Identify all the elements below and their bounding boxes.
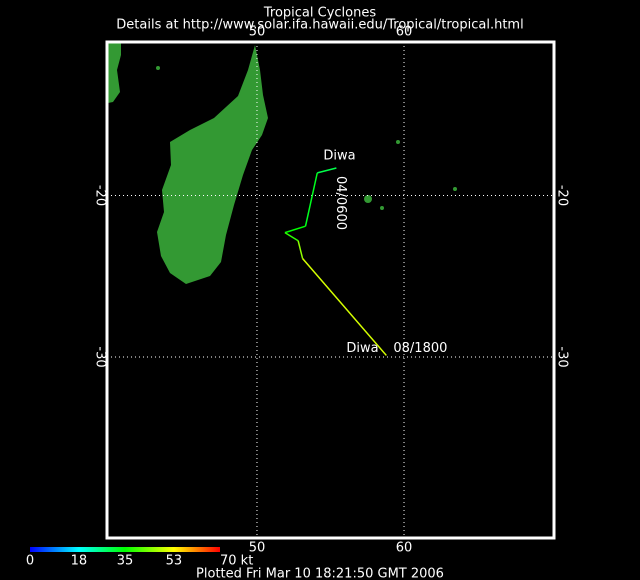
- y-tick-label: -30: [93, 346, 108, 367]
- y-tick-label: -20: [93, 185, 108, 206]
- track-segment: [284, 225, 306, 234]
- start-time-label: 04/0600: [333, 176, 348, 230]
- x-tick-label: 50: [249, 25, 266, 40]
- x-tick-label: 60: [396, 541, 413, 556]
- colorbar: [30, 547, 220, 552]
- island: [396, 140, 400, 144]
- colorbar-label: 18: [71, 554, 88, 569]
- subtitle: Details at http://www.solar.ifa.hawaii.e…: [116, 18, 523, 33]
- island: [156, 66, 160, 70]
- storm-name: Diwa: [323, 149, 355, 164]
- island: [364, 195, 372, 203]
- track-segment: [301, 258, 387, 356]
- colorbar-label: 70 kt: [220, 554, 253, 569]
- footer: Plotted Fri Mar 10 18:21:50 GMT 2006: [196, 567, 444, 580]
- y-tick-label: -30: [555, 346, 570, 367]
- track-segment: [317, 167, 337, 174]
- map-frame: [105, 40, 556, 540]
- track-segment: [284, 232, 299, 242]
- track-segment: [304, 172, 318, 227]
- colorbar-label: 0: [26, 554, 34, 569]
- colorbar-label: 53: [166, 554, 183, 569]
- island: [380, 206, 384, 210]
- africa-coast: [108, 42, 121, 103]
- title: Tropical Cyclones: [263, 6, 376, 21]
- storm-name: Diwa: [346, 341, 378, 356]
- island: [453, 187, 457, 191]
- y-tick-label: -20: [555, 185, 570, 206]
- x-tick-label: 60: [396, 25, 413, 40]
- land: [108, 42, 457, 284]
- end-time-label: 08/1800: [393, 341, 447, 356]
- track-segment: [297, 240, 304, 259]
- x-tick-label: 50: [249, 541, 266, 556]
- colorbar-label: 35: [117, 554, 134, 569]
- madagascar: [157, 45, 268, 284]
